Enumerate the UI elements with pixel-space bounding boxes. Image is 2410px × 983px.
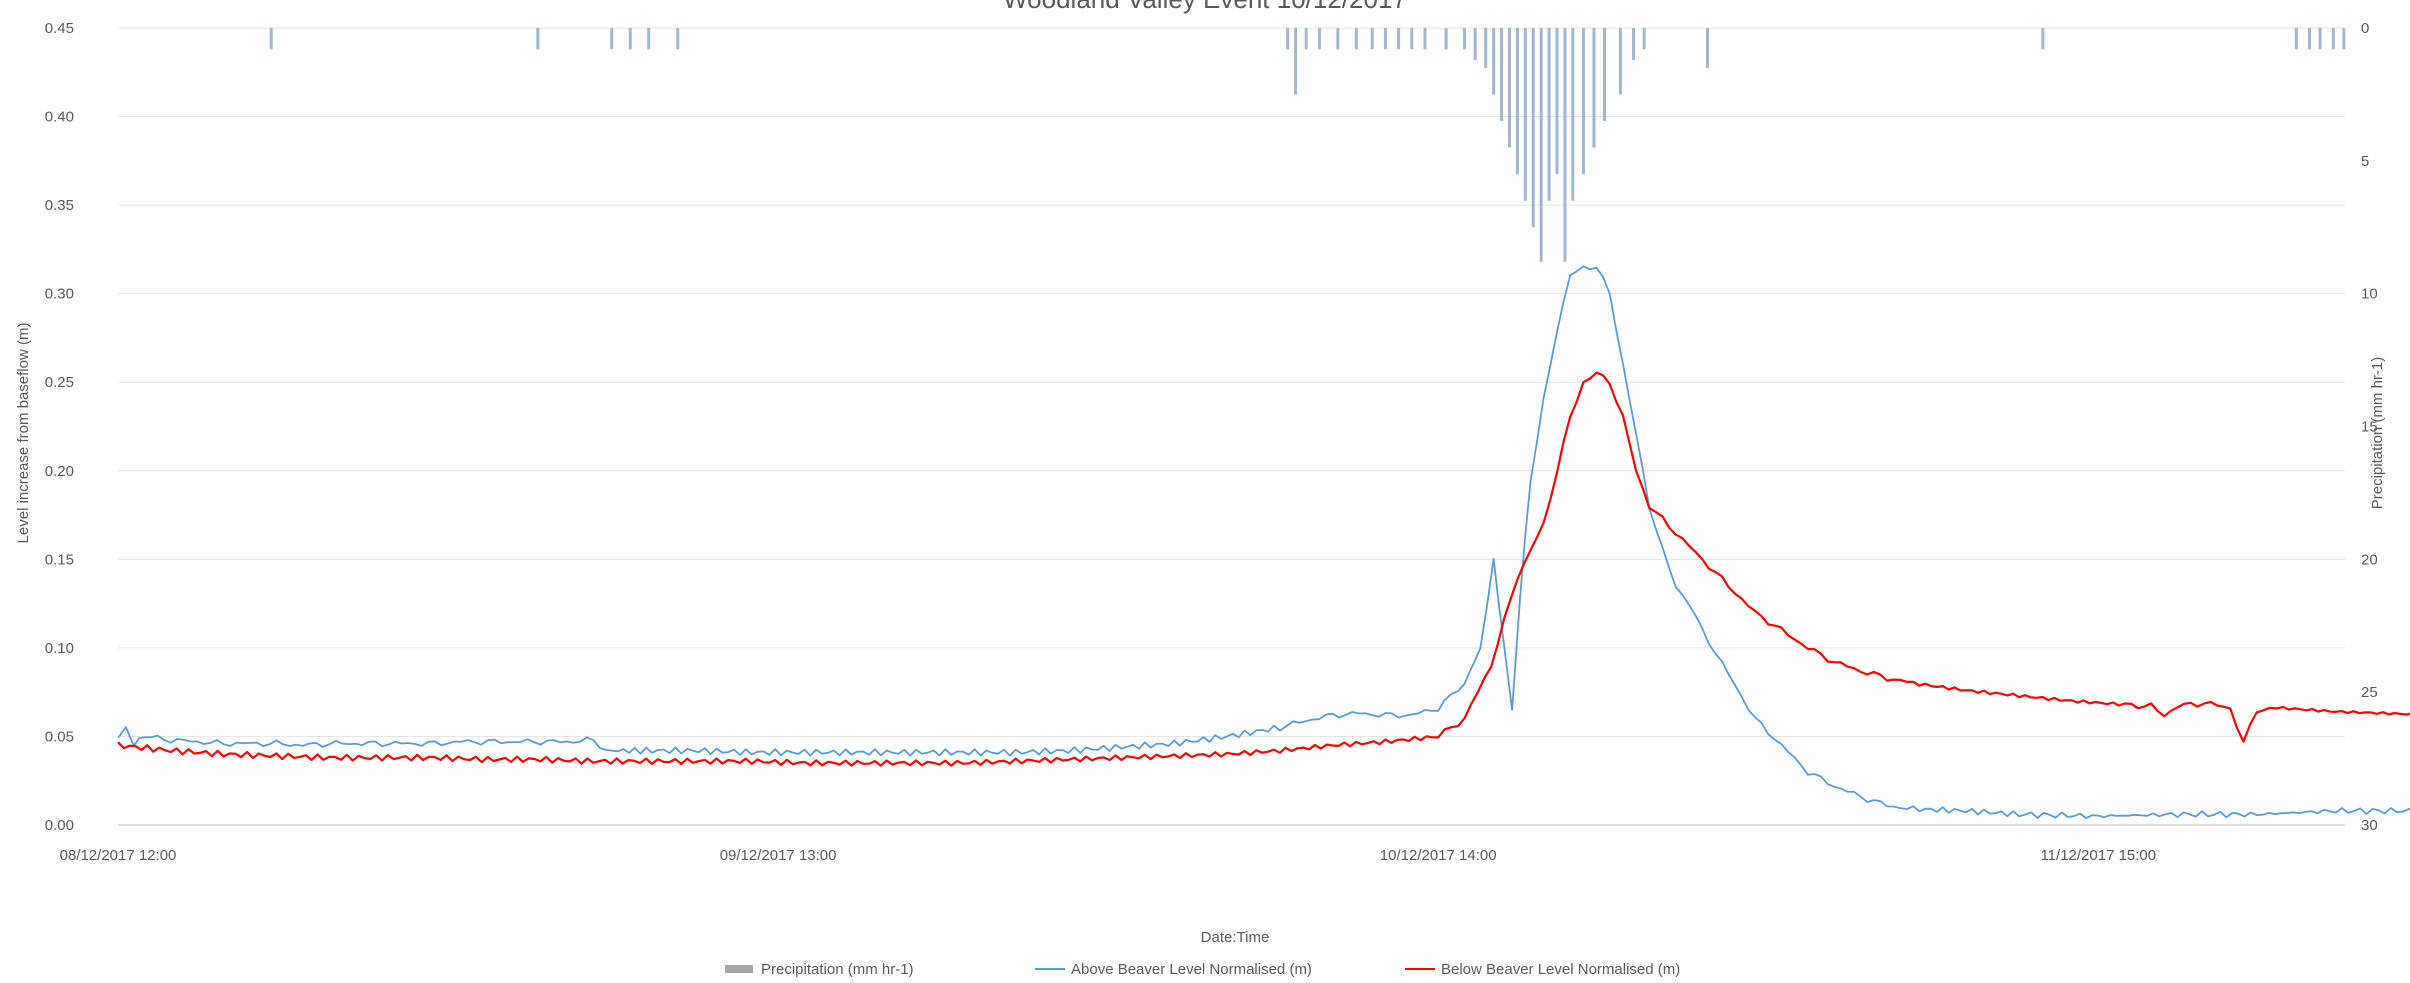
legend-item: Below Beaver Level Normalised (m): [1405, 961, 1680, 978]
y-tick-label: 0.45: [45, 20, 74, 37]
precipitation-bar: [2331, 28, 2335, 50]
precipitation-bar: [1492, 28, 1496, 95]
legend-item: Above Beaver Level Normalised (m): [1035, 961, 1312, 978]
precipitation-bar: [1484, 28, 1488, 68]
precipitation-bar: [628, 28, 632, 50]
precipitation-bar: [1370, 28, 1374, 50]
above-beaver-line: [117, 265, 2410, 819]
precipitation-bar: [1563, 28, 1567, 262]
precipitation-bar: [1539, 28, 1543, 262]
legend-label: Below Beaver Level Normalised (m): [1441, 961, 1680, 978]
y2-tick-label: 20: [2361, 551, 2378, 568]
x-axis-title: Date:Time: [1201, 929, 1270, 946]
y2-tick-label: 5: [2361, 153, 2369, 170]
x-tick-label: 08/12/2017 12:00: [60, 847, 177, 864]
precipitation-bar: [1618, 28, 1622, 95]
precipitation-bar: [1444, 28, 1448, 50]
precipitation-bar: [1397, 28, 1401, 50]
y-tick-label: 0.30: [45, 286, 74, 303]
y2-tick-label: 30: [2361, 817, 2378, 834]
y-tick-label: 0.25: [45, 374, 74, 391]
precipitation-bar: [1304, 28, 1308, 50]
precipitation-bar: [647, 28, 651, 50]
legend-label: Above Beaver Level Normalised (m): [1071, 961, 1312, 978]
y-tick-label: 0.35: [45, 197, 74, 214]
y2-tick-label: 25: [2361, 684, 2378, 701]
x-axis: 08/12/2017 12:00 09/12/2017 13:00 10/12/20…: [60, 847, 2157, 864]
precipitation-bar: [1294, 28, 1298, 95]
y-tick-label: 0.40: [45, 109, 74, 126]
precipitation-bar: [1603, 28, 1607, 121]
precipitation-bar: [1317, 28, 1321, 50]
precipitation-bar: [1632, 28, 1636, 60]
precipitation-bar: [1507, 28, 1511, 148]
x-tick-label: 10/12/2017 14:00: [1380, 847, 1497, 864]
precipitation-bar: [1423, 28, 1427, 50]
precipitation-bar: [1473, 28, 1477, 60]
level-lines: [117, 265, 2410, 819]
precipitation-bar: [1592, 28, 1596, 148]
y-tick-label: 0.10: [45, 640, 74, 657]
y-axis-right: 0 5 10 15 20 25 30: [2361, 20, 2378, 834]
precipitation-bar: [1286, 28, 1290, 50]
legend-swatch: [725, 965, 753, 973]
precipitation-bar: [1500, 28, 1504, 121]
precipitation-bar: [1547, 28, 1551, 201]
y-tick-label: 0.00: [45, 817, 74, 834]
x-tick-label: 09/12/2017 13:00: [720, 847, 837, 864]
precipitation-bar: [1515, 28, 1519, 175]
y2-axis-title: Precipitation (mm hr-1): [2369, 357, 2386, 510]
precipitation-bar: [2308, 28, 2312, 50]
precipitation-bar: [536, 28, 540, 50]
below-beaver-line: [117, 371, 2410, 767]
precipitation-bar: [1531, 28, 1535, 228]
precipitation-bar: [1706, 28, 1710, 68]
precipitation-bar: [2041, 28, 2045, 50]
y2-tick-label: 0: [2361, 20, 2369, 37]
y-tick-label: 0.15: [45, 551, 74, 568]
precipitation-bar: [1383, 28, 1387, 50]
legend: Precipitation (mm hr-1) Above Beaver Leve…: [725, 961, 1680, 978]
precipitation-bars: [269, 28, 2346, 262]
precipitation-bar: [1354, 28, 1358, 50]
legend-item: Precipitation (mm hr-1): [725, 961, 914, 978]
precipitation-bar: [2294, 28, 2298, 50]
precipitation-bar: [610, 28, 614, 50]
precipitation-bar: [676, 28, 680, 50]
chart-title: Woodland Valley Event 10/12/2017: [1003, 0, 1407, 14]
precipitation-bar: [1336, 28, 1340, 50]
y2-tick-label: 15: [2361, 419, 2378, 436]
y2-tick-label: 10: [2361, 286, 2378, 303]
precipitation-bar: [2318, 28, 2322, 50]
y-axis-left: 0.00 0.05 0.10 0.15 0.20 0.25 0.30 0.35 0.40 0.45: [45, 20, 74, 834]
precipitation-bar: [1410, 28, 1414, 50]
y-axis-title: Level increase from baseflow (m): [15, 323, 32, 544]
x-tick-label: 11/12/2017 15:00: [2040, 847, 2156, 864]
precipitation-bar: [1581, 28, 1585, 175]
precipitation-bar: [1642, 28, 1646, 50]
legend-label: Precipitation (mm hr-1): [761, 961, 914, 978]
y-tick-label: 0.05: [45, 728, 74, 745]
precipitation-bar: [1523, 28, 1527, 201]
precipitation-bar: [1555, 28, 1559, 175]
precipitation-bar: [1463, 28, 1467, 50]
y-tick-label: 0.20: [45, 463, 74, 480]
precipitation-bar: [269, 28, 273, 50]
gridlines: [118, 27, 2345, 826]
precipitation-bar: [2342, 28, 2346, 50]
precipitation-bar: [1571, 28, 1575, 201]
